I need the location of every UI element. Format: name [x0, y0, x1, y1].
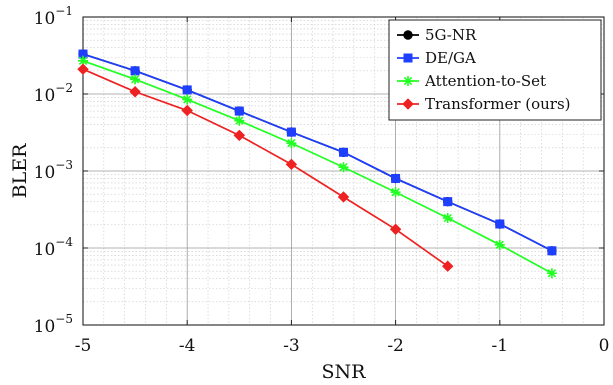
legend: 5G-NR DE/GA Attention-to-Set Transformer (o… [388, 19, 602, 121]
data-point [130, 66, 140, 76]
data-point [495, 219, 505, 229]
series-2 [78, 49, 557, 256]
series-4 [77, 63, 454, 272]
data-point [441, 260, 454, 272]
data-point [403, 53, 413, 63]
series-line [82, 53, 553, 252]
data-point [443, 197, 453, 207]
legend-label: 5G-NR [425, 26, 477, 44]
y-tick-label: 10−1 [34, 4, 73, 29]
x-tick-label: -1 [492, 336, 509, 356]
y-tick-label: 10−2 [34, 81, 73, 106]
legend-label: Transformer (ours) [425, 95, 571, 113]
data-point [285, 158, 298, 171]
data-point [182, 94, 193, 105]
series-line [82, 59, 553, 274]
x-tick-label: -5 [75, 336, 92, 356]
x-tick-label: -3 [283, 336, 300, 356]
legend-item: Transformer (ours) [397, 95, 571, 113]
data-point [389, 223, 402, 235]
data-point [129, 86, 141, 98]
data-point [78, 55, 88, 66]
x-tick-label: 0 [599, 336, 610, 356]
data-point [286, 138, 297, 149]
data-point [339, 147, 348, 157]
data-point [77, 63, 89, 75]
data-point [391, 173, 401, 183]
legend-box [388, 19, 602, 121]
y-tick-label: 10−3 [34, 158, 73, 183]
data-point [546, 268, 557, 279]
series-line [82, 68, 449, 267]
y-axis-label: BLER [9, 143, 31, 198]
data-point [403, 30, 413, 40]
data-point [337, 191, 350, 203]
data-point [181, 104, 193, 117]
data-point [494, 239, 505, 250]
data-point [234, 106, 244, 116]
data-point [130, 74, 141, 85]
legend-item: DE/GA [397, 49, 476, 67]
data-point [403, 76, 413, 86]
data-point [182, 85, 192, 95]
data-point [338, 162, 349, 173]
legend-item: 5G-NR [397, 26, 477, 44]
data-point [233, 129, 246, 142]
data-point [402, 98, 414, 110]
data-point [286, 127, 296, 137]
data-point [390, 187, 401, 198]
x-tick-label: -4 [179, 336, 196, 356]
data-point [234, 115, 245, 126]
data-point [442, 213, 453, 224]
y-tick-label: 10−5 [34, 312, 73, 337]
legend-item: Attention-to-Set [397, 72, 546, 90]
series-3 [78, 55, 557, 279]
y-tick-label: 10−4 [34, 235, 74, 260]
legend-label: DE/GA [425, 49, 476, 67]
x-axis-label: SNR [322, 361, 367, 383]
legend-label: Attention-to-Set [424, 72, 546, 90]
x-tick-label: -2 [387, 336, 404, 356]
data-point [547, 246, 557, 256]
